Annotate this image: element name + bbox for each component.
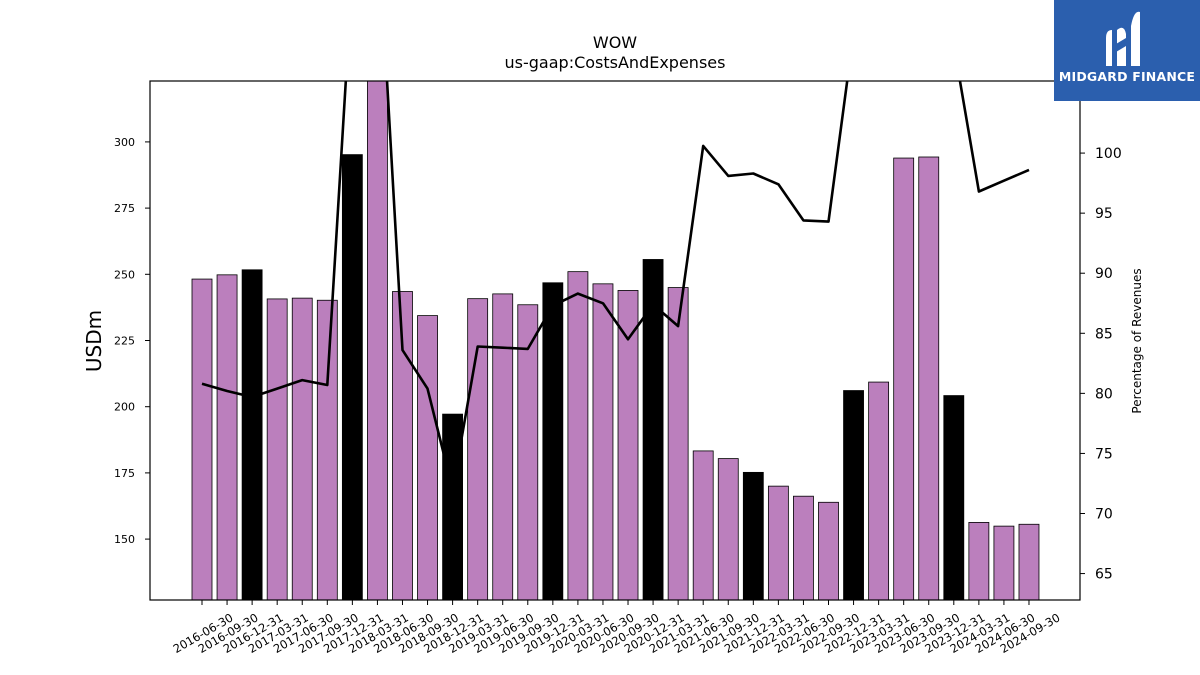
bar-2018-06-30 [392, 291, 413, 600]
bar-2019-09-30 [517, 304, 539, 600]
bar-2018-03-31 [367, 81, 388, 600]
y-axis-label: USDm [82, 310, 106, 372]
y-tick-label: 150 [114, 533, 135, 546]
y-tick-label: 300 [114, 136, 135, 149]
bar-2016-09-30 [216, 274, 238, 600]
plot-frame [149, 80, 1081, 601]
bar-2017-03-31 [266, 298, 288, 600]
y2-tick-label: 90 [1095, 266, 1113, 282]
y-tick-label: 275 [114, 202, 135, 215]
midgard-mark-icon [1106, 11, 1140, 66]
bar-2023-12-31 [943, 395, 965, 600]
bar-2021-12-31 [742, 471, 764, 600]
bar-2016-06-30 [191, 278, 213, 600]
y2-tick-label: 80 [1095, 386, 1113, 402]
bar-2021-09-30 [717, 458, 739, 600]
bar-2022-12-31 [843, 390, 864, 600]
bar-2017-06-30 [291, 297, 313, 600]
line-group [201, 81, 1030, 491]
y-tick-label: 250 [114, 268, 135, 281]
bar-2017-12-31 [341, 154, 363, 600]
x-axis: 2016-06-302016-09-302016-12-312017-03-31… [171, 600, 1062, 656]
bar-2018-12-31 [442, 413, 464, 600]
y2-tick-label: 100 [1095, 146, 1122, 162]
bar-2023-09-30 [918, 156, 940, 600]
bar-2017-09-30 [316, 299, 338, 600]
bar-2018-09-30 [417, 315, 438, 600]
bar-2022-03-31 [767, 485, 789, 600]
bar-2021-06-30 [692, 450, 714, 600]
logo-text: MIDGARD FINANCE [1058, 69, 1196, 84]
bar-2021-03-31 [667, 287, 689, 600]
y2-tick-label: 75 [1095, 446, 1113, 462]
bar-2023-06-30 [893, 157, 915, 600]
bar-2024-03-31 [968, 522, 990, 600]
y2-tick-label: 85 [1095, 326, 1113, 342]
bar-2020-03-31 [567, 271, 589, 600]
y-tick-label: 225 [114, 335, 135, 348]
y2-axis: 65 70 75 80 85 90 95 100 [1080, 146, 1122, 583]
bar-2024-09-30 [1018, 523, 1040, 600]
percentage-line [201, 81, 1030, 491]
bar-2016-12-31 [241, 269, 263, 600]
bar-2020-06-30 [592, 283, 614, 600]
bar-2022-09-30 [818, 501, 839, 600]
bar-2019-03-31 [467, 298, 489, 600]
y2-tick-label: 65 [1095, 567, 1113, 583]
y2-tick-label: 70 [1095, 507, 1113, 523]
bar-2019-12-31 [542, 282, 564, 600]
y-axis: 150 175 200 225 250 275 300 [114, 136, 150, 546]
midgard-logo: MIDGARD FINANCE [1054, 0, 1200, 101]
y-tick-label: 200 [114, 401, 135, 414]
bar-2019-06-30 [492, 293, 514, 600]
bar-2024-06-30 [993, 525, 1015, 600]
y-tick-label: 175 [114, 467, 135, 480]
bar-group [191, 81, 1040, 600]
bar-2020-09-30 [617, 290, 639, 600]
chart-title: WOW [593, 33, 637, 52]
y2-tick-label: 95 [1095, 206, 1113, 222]
bar-2020-12-31 [642, 259, 664, 600]
y2-axis-label: Percentage of Revenues [1130, 268, 1144, 413]
bar-2022-06-30 [793, 495, 814, 600]
chart-subtitle: us-gaap:CostsAndExpenses [505, 53, 726, 72]
bar-2023-03-31 [868, 381, 890, 600]
